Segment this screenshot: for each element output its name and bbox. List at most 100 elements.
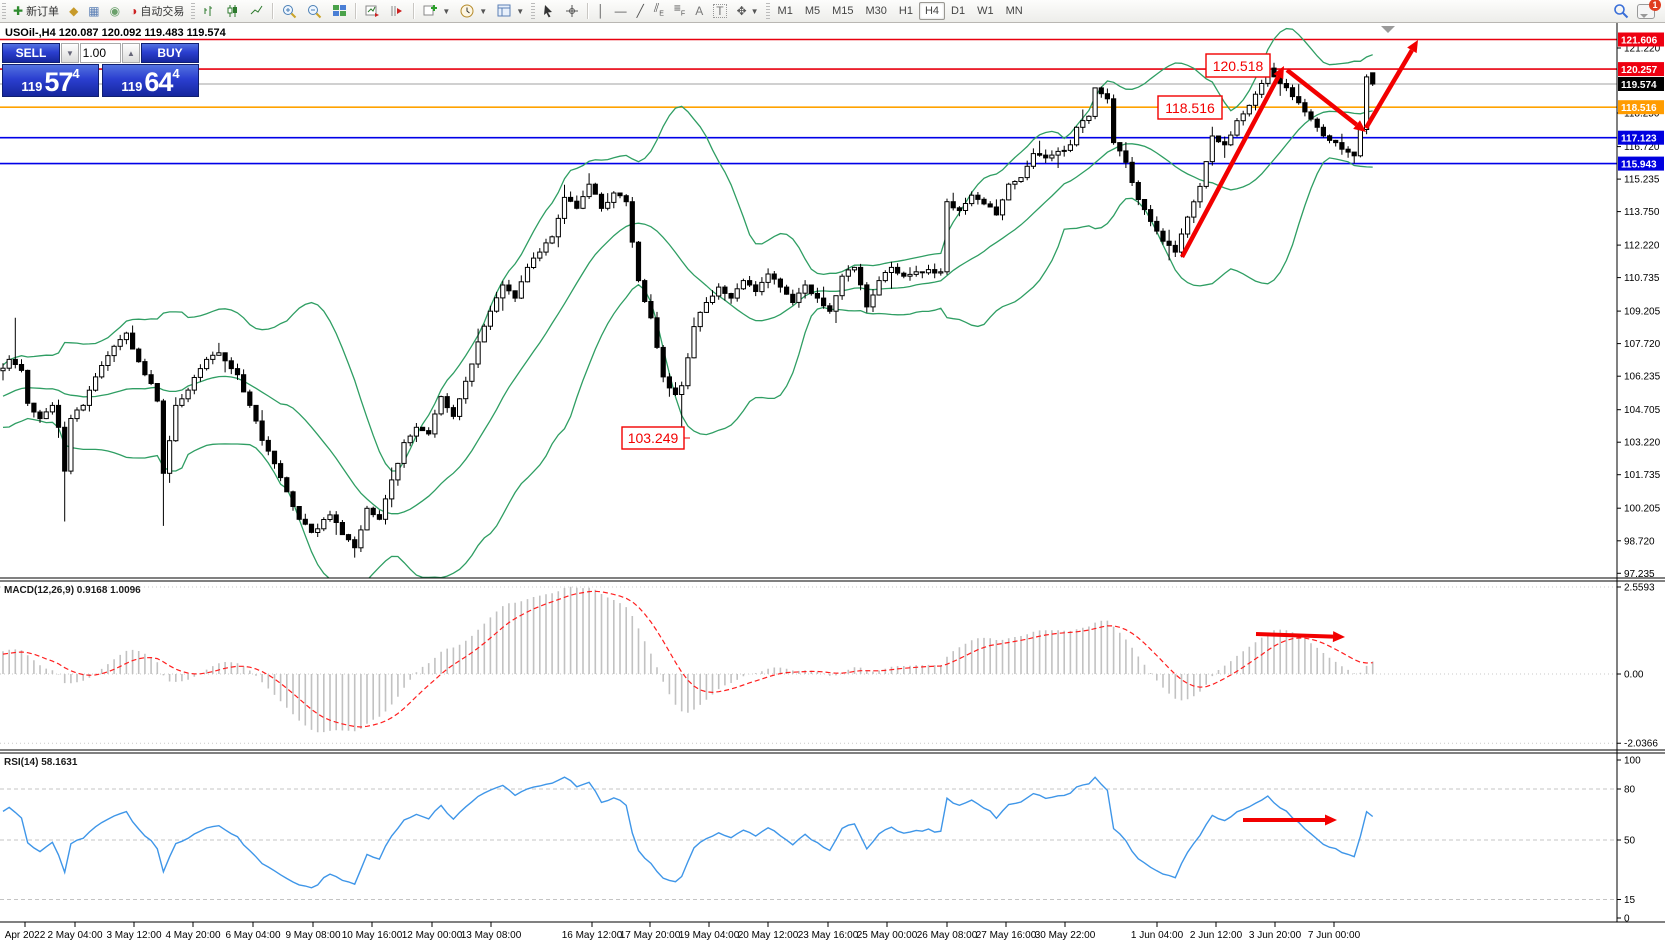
buy-price-button[interactable]: 119 64 4 [102, 64, 199, 97]
timeframe-w1[interactable]: W1 [977, 5, 994, 17]
sell-button[interactable]: SELL [2, 43, 60, 63]
svg-text:6 May 04:00: 6 May 04:00 [225, 930, 280, 941]
rsi-line [2, 776, 1374, 889]
signals-button[interactable]: ◉ [105, 3, 125, 19]
buy-price-big: 64 [144, 67, 173, 97]
notification-badge: 1 [1649, 0, 1661, 11]
svg-text:12 May 00:00: 12 May 00:00 [402, 930, 463, 941]
svg-text:16 May 12:00: 16 May 12:00 [562, 930, 623, 941]
indicators-button[interactable]: ▼ [418, 2, 455, 20]
timeframe-d1[interactable]: D1 [951, 5, 966, 17]
chart-shift-marker[interactable] [1381, 26, 1395, 33]
templates-icon [497, 4, 511, 17]
macd-indicator-label: MACD(12,26,9) 0.9168 1.0096 [4, 585, 141, 596]
timeframe-h4[interactable]: H4 [918, 2, 946, 20]
timeframe-m1[interactable]: M1 [777, 5, 793, 17]
templates-button[interactable]: ▼ [492, 2, 529, 20]
autotrading-icon: ◑ [130, 4, 138, 18]
label-icon: T [713, 4, 727, 18]
price-axis[interactable]: 121.220118.250116.720115.235113.750112.2… [1617, 32, 1664, 580]
text-tool[interactable]: A [690, 3, 708, 19]
autotrading-button[interactable]: ◑ 自动交易 [130, 4, 185, 18]
market-watch-button[interactable]: ▦ [83, 3, 104, 19]
volume-input[interactable]: 1.00 [80, 43, 121, 63]
svg-text:27 May 16:00: 27 May 16:00 [976, 930, 1037, 941]
clock-icon [460, 4, 474, 17]
volume-decrease-stepper[interactable]: ▼ [61, 43, 79, 63]
toolbar-grip[interactable] [765, 3, 770, 19]
fibonacci-icon: ≡F [673, 0, 686, 18]
new-chart-button[interactable] [360, 2, 385, 20]
svg-text:115.235: 115.235 [1624, 175, 1660, 186]
zoom-in-button[interactable] [277, 2, 302, 21]
text-icon: A [695, 4, 704, 18]
tile-windows-icon [333, 5, 347, 16]
price-annotation-labels[interactable]: 120.518 118.516 103.249 [621, 53, 1271, 450]
candlestick-button[interactable] [221, 2, 245, 20]
cursor-tool-button[interactable] [537, 2, 560, 20]
periods-button[interactable]: ▼ [455, 2, 492, 21]
horizontal-line-tool[interactable]: — [610, 3, 632, 19]
tile-windows-button[interactable] [327, 2, 352, 20]
timeframe-m15[interactable]: M15 [832, 5, 854, 17]
chart-canvas[interactable]: 121.220118.250116.720115.235113.750112.2… [0, 22, 1665, 944]
timeframe-m30[interactable]: M30 [865, 5, 887, 17]
chart-shift-icon [391, 6, 403, 16]
svg-text:10 May 16:00: 10 May 16:00 [342, 930, 403, 941]
main-price-panel [0, 26, 1617, 578]
zoom-out-button[interactable] [302, 2, 327, 21]
macd-histogram [2, 586, 1374, 733]
new-order-button[interactable]: ✚ 新订单 [13, 4, 60, 18]
trend-arrows[interactable] [1180, 40, 1418, 826]
timeframe-h1[interactable]: H1 [898, 5, 913, 17]
svg-text:20 May 12:00: 20 May 12:00 [738, 930, 799, 941]
svg-text:1 Jun 04:00: 1 Jun 04:00 [1131, 930, 1184, 941]
buy-button[interactable]: BUY [141, 43, 199, 63]
svg-text:3 May 12:00: 3 May 12:00 [106, 930, 161, 941]
svg-text:100: 100 [1624, 756, 1641, 767]
trendline-icon: ╱ [636, 4, 644, 18]
toolbar-grip[interactable] [2, 3, 6, 19]
candlestick-icon [227, 5, 238, 17]
notifications-icon[interactable]: 1 [1637, 0, 1661, 19]
svg-text:107.720: 107.720 [1624, 339, 1661, 350]
fibonacci-tool[interactable]: ≡F [669, 0, 690, 22]
line-chart-button[interactable] [245, 2, 269, 20]
channel-icon: ⫽E [653, 0, 664, 18]
timeframe-mn[interactable]: MN [1005, 5, 1023, 17]
macd-axis[interactable]: 2.5593 0.00 -2.0366 [1617, 582, 1658, 750]
sell-price-button[interactable]: 119 57 4 [2, 64, 99, 97]
history-center-button[interactable]: ◆ [64, 3, 83, 19]
channel-tool[interactable]: ⫽E [649, 0, 669, 22]
chevron-down-icon: ▼ [442, 6, 451, 16]
toolbar-grip[interactable] [191, 3, 196, 19]
chart-title: USOil-,H4 120.087 120.092 119.483 119.57… [5, 27, 226, 39]
bar-chart-button[interactable] [197, 2, 221, 20]
vertical-line-tool[interactable]: │ [592, 3, 610, 19]
crosshair-tool-button[interactable] [560, 2, 584, 20]
price-badge [1618, 130, 1664, 145]
svg-text:113.750: 113.750 [1624, 207, 1660, 218]
svg-text:119.574: 119.574 [1621, 80, 1657, 91]
time-axis[interactable]: Apr 2022 2 May 04:00 3 May 12:00 4 May 20:0… [5, 922, 1361, 941]
trendline-tool[interactable]: ╱ [632, 3, 649, 19]
macd-signal-line [2, 590, 1373, 728]
svg-text:103.220: 103.220 [1624, 438, 1661, 449]
crosshair-icon [566, 5, 579, 17]
chart-shift-button[interactable] [385, 2, 410, 20]
rsi-axis[interactable]: 100 80 50 15 0 [1617, 756, 1641, 925]
arrows-tool[interactable]: ✥ ▼ [732, 3, 764, 19]
svg-text:117.123: 117.123 [1621, 134, 1657, 145]
label-tool[interactable]: T [708, 2, 731, 20]
toolbar-grip[interactable] [531, 3, 536, 19]
timeframe-m5[interactable]: M5 [804, 5, 821, 17]
sell-price-big: 57 [44, 67, 73, 97]
svg-text:2 May 04:00: 2 May 04:00 [47, 930, 102, 941]
volume-increase-stepper[interactable]: ▲ [122, 43, 140, 63]
sell-price-sup: 4 [72, 66, 80, 81]
svg-text:98.720: 98.720 [1624, 536, 1655, 547]
zoom-out-icon [308, 4, 322, 18]
search-icon[interactable] [1613, 3, 1629, 19]
svg-text:120.518: 120.518 [1213, 58, 1264, 74]
